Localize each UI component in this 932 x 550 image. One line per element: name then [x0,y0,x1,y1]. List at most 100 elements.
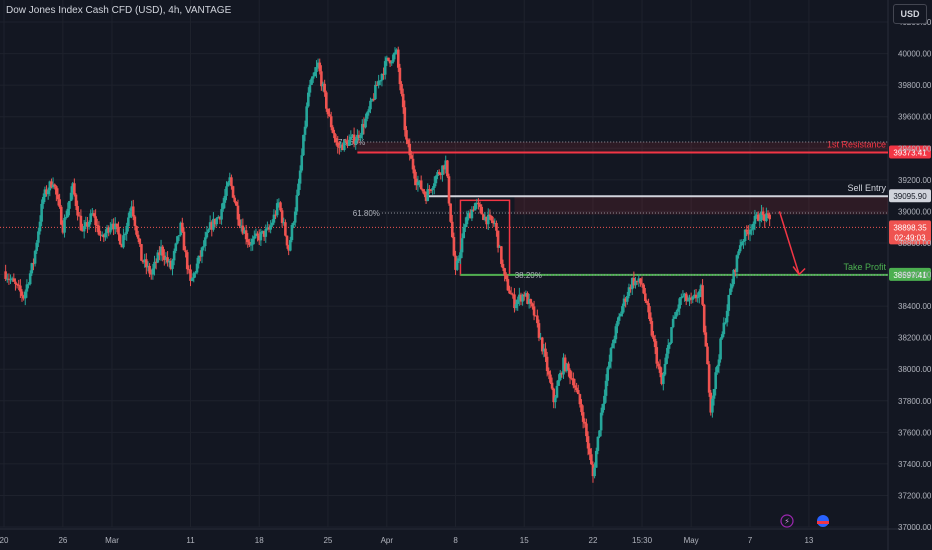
candle-body [632,278,636,286]
candle-body [352,134,356,144]
candle-body [508,290,511,294]
candle-body [572,378,575,386]
candle-body [215,218,218,225]
candle-body [742,240,745,243]
candle-body [761,211,765,215]
candle-body [385,57,389,62]
candle-body [115,223,119,227]
candle-body [657,363,660,367]
candle-body [69,192,73,201]
candle-body [414,178,418,186]
candle-body [406,139,410,144]
candle-body [213,218,217,225]
currency-button[interactable]: USD [893,4,927,24]
candle-body [626,296,629,302]
time-tick-label: 18 [255,536,264,545]
candle-body [71,183,75,193]
candle-body [518,294,521,300]
candle-body [709,392,713,413]
candle-body [611,343,614,349]
candle-body [503,268,506,276]
price-axis[interactable]: 37000.00 37200.00 37400.00 37600.00 37800.00… [898,18,932,532]
candle-body [758,219,762,221]
candle-body [25,284,29,292]
candle-body [159,246,163,256]
candle-body [398,67,402,85]
candle-body [536,315,539,324]
candle-body [555,385,559,398]
level-price-label: 38597.41 [893,271,927,280]
candle-body [235,201,238,206]
candle-body [511,294,515,296]
candle-body [246,239,250,243]
candle-body [82,226,86,232]
candle-body [418,180,421,182]
price-tick-label: 37600.00 [898,428,932,437]
time-tick-label: May [684,536,699,545]
candle-body [14,281,17,285]
candle-body [154,261,158,263]
candlestick-series [4,46,771,483]
candle-body [141,260,145,263]
candle-body [748,229,752,235]
candle-body [588,448,591,455]
candle-body [540,337,544,352]
candle-body [346,141,349,146]
candle-body [333,132,336,139]
candle-body [411,158,415,170]
candle-body [210,222,214,230]
candle-body [182,231,186,251]
candle-body [516,299,520,305]
candle-body [257,235,261,241]
candle-body [594,450,598,468]
candle-body [164,257,168,260]
candle-body [244,230,248,240]
candle-body [311,76,315,79]
candle-body [725,310,729,323]
candle-body [86,222,89,227]
candle-body [27,284,30,286]
candle-body [423,191,426,195]
candle-body [766,213,770,215]
candle-body [266,227,269,229]
candle-body [671,318,675,328]
candle-body [765,213,768,221]
candle-body [419,180,423,190]
candle-body [578,394,582,405]
candle-body [295,195,299,212]
candle-body [747,231,750,235]
candle-body [462,227,466,239]
candle-body [315,67,318,72]
candle-body [738,245,742,252]
candle-body [293,211,297,223]
candle-body [676,308,680,312]
candle-body [365,112,369,119]
candle-body [158,252,161,256]
candle-body [364,118,367,128]
candle-body [565,363,569,371]
candle-body [557,379,560,386]
candle-body [750,229,753,231]
candle-body [562,357,565,375]
candle-body [367,109,371,113]
candle-body [601,404,605,413]
candle-body [496,230,500,248]
candle-body [12,278,16,282]
projection-arrow [778,211,800,275]
time-tick-label: 13 [804,536,813,545]
candle-body [130,206,133,212]
candle-body [166,257,169,263]
candle-body [102,234,106,238]
resistance-zones [357,141,889,276]
event-icons: ⚡ [780,514,829,528]
level-name: Sell Entry [847,183,886,193]
candle-body [534,315,538,317]
candle-body [195,263,199,273]
time-axis[interactable]: 20 26 Mar 11 18 25 Apr 8 15 22 15:30 May 7 13 [0,536,814,545]
price-tick-label: 38200.00 [898,334,932,343]
candle-body [532,306,536,316]
annotations [778,211,806,276]
candle-body [426,189,430,201]
fib-label: 38.20% [515,271,542,280]
